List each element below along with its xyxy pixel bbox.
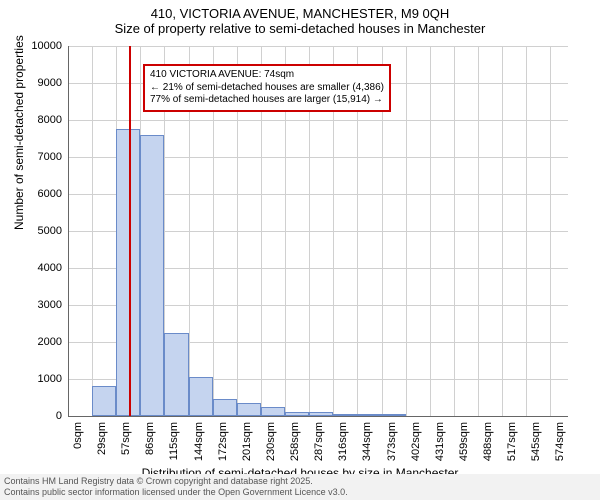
annotation-line: 77% of semi-detached houses are larger (… xyxy=(150,94,384,107)
y-axis-label: Number of semi-detached properties xyxy=(12,35,26,230)
x-tick-label: 0sqm xyxy=(72,422,84,462)
x-tick-label: 230sqm xyxy=(265,422,277,462)
gridline-h xyxy=(68,120,568,121)
histogram-plot: 0100020003000400050006000700080009000100… xyxy=(68,46,568,416)
x-tick-label: 57sqm xyxy=(120,422,132,462)
gridline-v xyxy=(406,46,407,416)
gridline-v xyxy=(430,46,431,416)
y-tick-label: 7000 xyxy=(38,151,62,163)
x-tick-label: 517sqm xyxy=(506,422,518,462)
x-tick-label: 172sqm xyxy=(217,422,229,462)
x-tick-label: 488sqm xyxy=(482,422,494,462)
x-tick-label: 115sqm xyxy=(168,422,180,462)
x-tick-label: 287sqm xyxy=(313,422,325,462)
x-tick-label: 316sqm xyxy=(337,422,349,462)
y-tick-label: 3000 xyxy=(38,299,62,311)
x-tick-label: 574sqm xyxy=(554,422,566,462)
x-tick-label: 201sqm xyxy=(241,422,253,462)
property-marker-line xyxy=(129,46,131,416)
gridline-v xyxy=(526,46,527,416)
chart-area: 0100020003000400050006000700080009000100… xyxy=(68,46,568,416)
y-tick-label: 5000 xyxy=(38,225,62,237)
x-tick-label: 258sqm xyxy=(289,422,301,462)
page-title: 410, VICTORIA AVENUE, MANCHESTER, M9 0QH xyxy=(0,6,600,21)
gridline-h xyxy=(68,46,568,47)
y-axis-line xyxy=(68,46,69,416)
y-tick-label: 10000 xyxy=(31,40,62,52)
gridline-v xyxy=(550,46,551,416)
histogram-bar xyxy=(92,386,116,416)
y-tick-label: 1000 xyxy=(38,373,62,385)
footer-line-2: Contains public sector information licen… xyxy=(4,487,596,498)
x-axis-line xyxy=(68,416,568,417)
histogram-bar xyxy=(140,135,164,416)
gridline-v xyxy=(92,46,93,416)
y-tick-label: 4000 xyxy=(38,262,62,274)
gridline-v xyxy=(478,46,479,416)
annotation-box: 410 VICTORIA AVENUE: 74sqm← 21% of semi-… xyxy=(143,64,391,112)
y-tick-label: 2000 xyxy=(38,336,62,348)
title-block: 410, VICTORIA AVENUE, MANCHESTER, M9 0QH… xyxy=(0,0,600,36)
histogram-bar xyxy=(237,403,261,416)
gridline-v xyxy=(454,46,455,416)
x-tick-label: 431sqm xyxy=(434,422,446,462)
annotation-line: 410 VICTORIA AVENUE: 74sqm xyxy=(150,69,384,82)
histogram-bar xyxy=(164,333,188,416)
y-tick-label: 6000 xyxy=(38,188,62,200)
annotation-line: ← 21% of semi-detached houses are smalle… xyxy=(150,82,384,95)
gridline-v xyxy=(502,46,503,416)
x-tick-label: 373sqm xyxy=(386,422,398,462)
y-tick-label: 0 xyxy=(56,410,62,422)
histogram-bar xyxy=(261,407,285,416)
page-subtitle: Size of property relative to semi-detach… xyxy=(0,21,600,36)
histogram-bar xyxy=(213,399,237,416)
histogram-bar xyxy=(189,377,213,416)
x-tick-label: 402sqm xyxy=(410,422,422,462)
x-tick-label: 86sqm xyxy=(144,422,156,462)
x-tick-label: 545sqm xyxy=(530,422,542,462)
footer-line-1: Contains HM Land Registry data © Crown c… xyxy=(4,476,596,487)
x-tick-label: 459sqm xyxy=(458,422,470,462)
x-tick-label: 344sqm xyxy=(361,422,373,462)
y-tick-label: 8000 xyxy=(38,114,62,126)
x-tick-label: 144sqm xyxy=(193,422,205,462)
y-tick-label: 9000 xyxy=(38,77,62,89)
footer: Contains HM Land Registry data © Crown c… xyxy=(0,474,600,500)
x-tick-label: 29sqm xyxy=(96,422,108,462)
